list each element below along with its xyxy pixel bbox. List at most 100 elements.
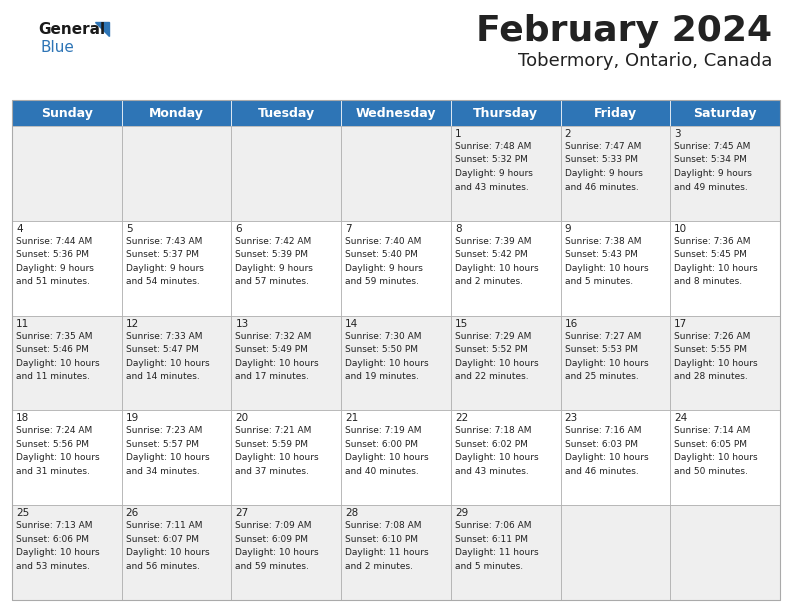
Text: Sunrise: 7:32 AM: Sunrise: 7:32 AM: [235, 332, 312, 341]
Text: and 46 minutes.: and 46 minutes.: [565, 182, 638, 192]
Text: and 51 minutes.: and 51 minutes.: [16, 277, 89, 286]
Text: Sunrise: 7:14 AM: Sunrise: 7:14 AM: [674, 427, 751, 435]
Text: Sunrise: 7:30 AM: Sunrise: 7:30 AM: [345, 332, 421, 341]
Text: Daylight: 10 hours: Daylight: 10 hours: [235, 548, 319, 557]
Text: 5: 5: [126, 224, 132, 234]
Text: Sunset: 5:42 PM: Sunset: 5:42 PM: [455, 250, 527, 259]
Bar: [451, 505, 561, 600]
Text: Daylight: 10 hours: Daylight: 10 hours: [126, 548, 209, 557]
Text: Sunrise: 7:39 AM: Sunrise: 7:39 AM: [455, 237, 531, 246]
Bar: [670, 505, 780, 600]
Bar: [12, 126, 122, 221]
Bar: [341, 505, 451, 600]
Text: and 53 minutes.: and 53 minutes.: [16, 562, 89, 571]
Bar: [341, 221, 451, 316]
Text: 11: 11: [16, 319, 29, 329]
Text: Sunset: 5:43 PM: Sunset: 5:43 PM: [565, 250, 638, 259]
Text: and 17 minutes.: and 17 minutes.: [235, 372, 310, 381]
Text: Sunrise: 7:29 AM: Sunrise: 7:29 AM: [455, 332, 531, 341]
Bar: [341, 126, 451, 221]
Text: Sunset: 5:32 PM: Sunset: 5:32 PM: [455, 155, 527, 165]
Text: Sunset: 6:11 PM: Sunset: 6:11 PM: [455, 535, 527, 543]
Text: Sunset: 5:40 PM: Sunset: 5:40 PM: [345, 250, 418, 259]
Text: 9: 9: [565, 224, 571, 234]
Text: 8: 8: [455, 224, 462, 234]
Bar: [561, 100, 670, 126]
Bar: [12, 316, 122, 411]
Text: Sunrise: 7:35 AM: Sunrise: 7:35 AM: [16, 332, 93, 341]
Text: 26: 26: [126, 508, 139, 518]
Text: and 40 minutes.: and 40 minutes.: [345, 467, 419, 476]
Text: 15: 15: [455, 319, 468, 329]
Bar: [341, 316, 451, 411]
Text: 16: 16: [565, 319, 578, 329]
Text: Blue: Blue: [40, 40, 74, 55]
Bar: [451, 411, 561, 505]
Text: 27: 27: [235, 508, 249, 518]
Bar: [12, 505, 122, 600]
Text: Sunset: 6:05 PM: Sunset: 6:05 PM: [674, 440, 748, 449]
Text: Sunrise: 7:24 AM: Sunrise: 7:24 AM: [16, 427, 92, 435]
Text: 2: 2: [565, 129, 571, 139]
Text: 6: 6: [235, 224, 242, 234]
Text: 14: 14: [345, 319, 359, 329]
Text: Sunset: 6:00 PM: Sunset: 6:00 PM: [345, 440, 418, 449]
Text: Daylight: 10 hours: Daylight: 10 hours: [565, 359, 648, 368]
Text: Friday: Friday: [594, 106, 637, 119]
Text: and 37 minutes.: and 37 minutes.: [235, 467, 310, 476]
Bar: [670, 221, 780, 316]
Bar: [231, 505, 341, 600]
Text: and 56 minutes.: and 56 minutes.: [126, 562, 200, 571]
Text: Wednesday: Wednesday: [356, 106, 436, 119]
Bar: [451, 100, 561, 126]
Text: Saturday: Saturday: [693, 106, 757, 119]
Text: 13: 13: [235, 319, 249, 329]
Bar: [670, 316, 780, 411]
Bar: [12, 100, 780, 600]
Text: and 14 minutes.: and 14 minutes.: [126, 372, 200, 381]
Text: and 25 minutes.: and 25 minutes.: [565, 372, 638, 381]
Text: Tobermory, Ontario, Canada: Tobermory, Ontario, Canada: [518, 52, 772, 70]
Bar: [122, 221, 231, 316]
Text: 7: 7: [345, 224, 352, 234]
Text: Daylight: 10 hours: Daylight: 10 hours: [565, 264, 648, 273]
Text: Sunrise: 7:11 AM: Sunrise: 7:11 AM: [126, 521, 202, 530]
Bar: [122, 126, 231, 221]
Text: Sunrise: 7:13 AM: Sunrise: 7:13 AM: [16, 521, 93, 530]
Text: 25: 25: [16, 508, 29, 518]
Polygon shape: [95, 22, 109, 36]
Text: Sunset: 5:56 PM: Sunset: 5:56 PM: [16, 440, 89, 449]
Text: Sunrise: 7:06 AM: Sunrise: 7:06 AM: [455, 521, 531, 530]
Text: Tuesday: Tuesday: [257, 106, 315, 119]
Text: Sunrise: 7:47 AM: Sunrise: 7:47 AM: [565, 142, 641, 151]
Text: Daylight: 11 hours: Daylight: 11 hours: [455, 548, 539, 557]
Text: Sunset: 5:55 PM: Sunset: 5:55 PM: [674, 345, 748, 354]
Text: Sunrise: 7:18 AM: Sunrise: 7:18 AM: [455, 427, 531, 435]
Text: Daylight: 10 hours: Daylight: 10 hours: [16, 359, 100, 368]
Text: Sunrise: 7:36 AM: Sunrise: 7:36 AM: [674, 237, 751, 246]
Text: Daylight: 10 hours: Daylight: 10 hours: [345, 453, 428, 463]
Text: and 43 minutes.: and 43 minutes.: [455, 467, 528, 476]
Text: Sunset: 5:57 PM: Sunset: 5:57 PM: [126, 440, 199, 449]
Text: Daylight: 10 hours: Daylight: 10 hours: [674, 359, 758, 368]
Text: Sunset: 6:07 PM: Sunset: 6:07 PM: [126, 535, 199, 543]
Text: Sunset: 5:33 PM: Sunset: 5:33 PM: [565, 155, 638, 165]
Text: and 5 minutes.: and 5 minutes.: [455, 562, 523, 571]
Bar: [341, 411, 451, 505]
Text: Sunrise: 7:09 AM: Sunrise: 7:09 AM: [235, 521, 312, 530]
Text: Sunrise: 7:43 AM: Sunrise: 7:43 AM: [126, 237, 202, 246]
Text: and 43 minutes.: and 43 minutes.: [455, 182, 528, 192]
Text: Daylight: 9 hours: Daylight: 9 hours: [126, 264, 204, 273]
Bar: [231, 100, 341, 126]
Text: Daylight: 10 hours: Daylight: 10 hours: [16, 453, 100, 463]
Text: Sunset: 5:34 PM: Sunset: 5:34 PM: [674, 155, 747, 165]
Text: Daylight: 10 hours: Daylight: 10 hours: [674, 453, 758, 463]
Text: 1: 1: [455, 129, 462, 139]
Text: 10: 10: [674, 224, 687, 234]
Bar: [451, 126, 561, 221]
Bar: [451, 221, 561, 316]
Text: and 2 minutes.: and 2 minutes.: [345, 562, 413, 571]
Text: Sunrise: 7:19 AM: Sunrise: 7:19 AM: [345, 427, 421, 435]
Text: Sunrise: 7:48 AM: Sunrise: 7:48 AM: [455, 142, 531, 151]
Text: Daylight: 9 hours: Daylight: 9 hours: [674, 169, 752, 178]
